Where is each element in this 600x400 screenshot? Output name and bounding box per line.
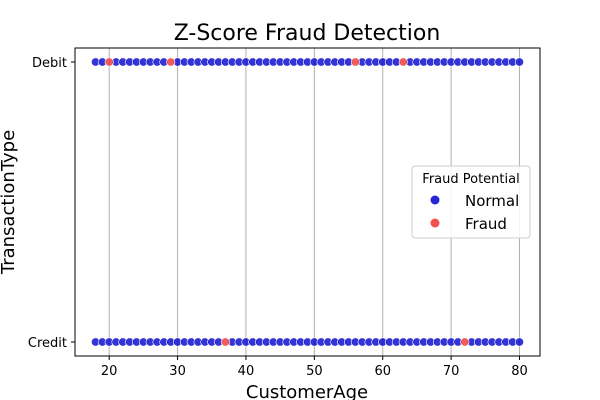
fraud-point [460,337,470,347]
x-tick-label: 20 [101,364,118,379]
legend-box [411,165,531,239]
y-tick-label: Debit [32,56,67,71]
legend-entries: Normal Fraud [430,192,519,233]
x-axis: 20 30 40 50 60 70 80 [101,356,528,379]
x-tick-label: 30 [169,364,186,379]
legend-marker-normal [430,195,440,205]
x-tick-label: 60 [374,364,391,379]
legend-label-fraud: Fraud [465,215,507,233]
fraud-point [104,57,114,67]
y-tick-label: Credit [28,336,67,351]
points-layer [90,57,525,347]
legend-label-normal: Normal [465,192,519,210]
plot-area-frame [74,47,541,357]
legend-marker-fraud [430,218,440,228]
normal-point [514,337,525,347]
chart-title: Z-Score Fraud Detection [174,21,441,46]
x-tick-label: 50 [306,364,323,379]
x-tick-label: 40 [238,364,255,379]
y-axis-label: TransactionType [0,130,19,275]
fraud-point [220,337,230,347]
x-tick-label: 80 [511,364,528,379]
legend: Fraud Potential Normal Fraud [411,165,531,239]
normal-point [514,57,525,67]
fraud-point [350,57,360,67]
fraud-point [166,57,176,67]
x-axis-label: CustomerAge [246,382,368,400]
fraud-point [398,57,408,67]
y-axis: Credit Debit [28,56,75,351]
x-tick-label: 70 [443,364,460,379]
legend-title: Fraud Potential [422,172,519,187]
